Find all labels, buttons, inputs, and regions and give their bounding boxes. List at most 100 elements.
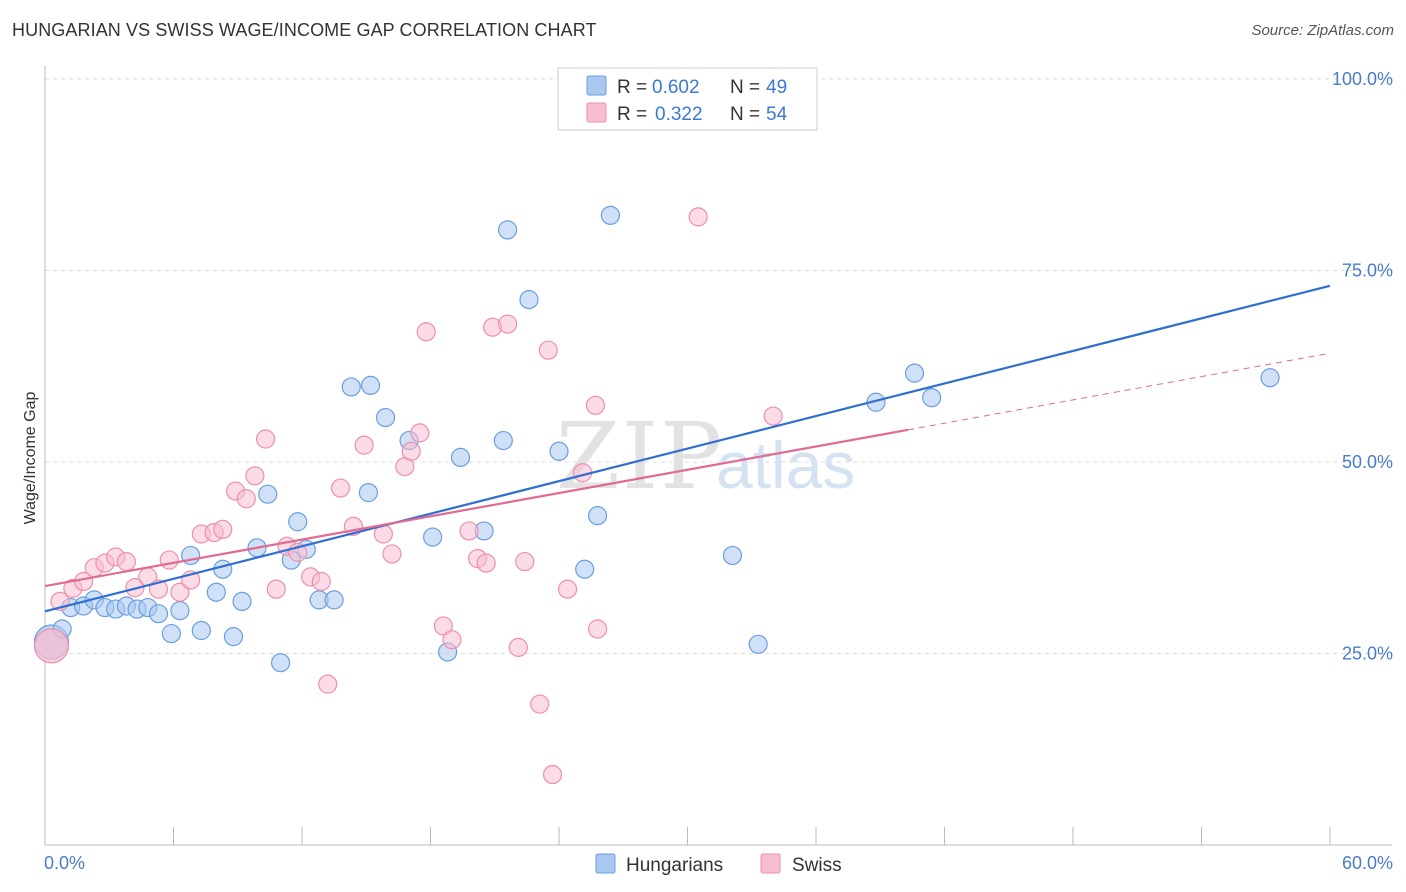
hungarians-point [722,545,743,566]
hungarians-point [904,363,925,383]
legend-n-label-pink: N = [730,104,760,125]
legend-r-label-blue: R = [617,77,647,98]
hungarians-point [324,590,344,610]
watermark: ZIP atlas [556,403,855,510]
hungarians-point [148,604,169,624]
y-tick-label: 50.0% [1342,452,1393,472]
swiss-point [170,582,190,602]
tick-labels: 25.0% 50.0% 75.0% 100.0% 0.0% 60.0% [44,69,1393,873]
hungarians-point [206,582,226,602]
hungarians-point [358,483,378,503]
hungarians-points [33,205,1280,673]
hungarians-point [170,601,190,621]
swiss-point [557,579,578,599]
hungarians-point [1260,368,1280,388]
hungarians-point [258,484,278,504]
swiss-point [688,207,708,227]
swiss-point [116,551,136,572]
swiss-point [515,551,535,572]
hungarians-point [519,290,539,310]
bottom-legend: Hungarians Swiss [595,853,842,876]
swiss-point [442,630,462,650]
swiss-points [33,207,783,785]
hungarians-point [498,220,518,240]
legend-n-label-blue: N = [730,77,760,98]
swiss-point [330,478,351,498]
hungarians-point [223,627,244,647]
legend-swatch-pink [586,102,607,123]
hungarians-point [375,407,396,428]
bottom-legend-label-swiss: Swiss [792,855,842,876]
hungarians-point [191,620,211,641]
trend-lines [44,284,1331,613]
swiss-point [401,441,421,461]
swiss-point [498,314,518,334]
hungarians-point [341,377,361,397]
watermark-zip: ZIP [556,403,724,510]
legend: R = 0.602 N = 49 R = 0.322 N = 54 [557,67,818,131]
legend-n-value-pink: 54 [766,104,788,125]
y-tick-label: 25.0% [1342,644,1393,664]
y-tick-label: 75.0% [1342,261,1393,281]
legend-n-value-blue: 49 [766,77,787,98]
swiss-point [538,340,558,360]
swiss-point [476,553,496,573]
swiss-point [587,619,608,639]
hungarians-point [423,527,443,547]
swiss-point [236,489,256,509]
x-tick-label: 60.0% [1342,853,1393,873]
grid-lines [45,78,1392,654]
hungarians-point [922,388,942,408]
swiss-point [410,423,430,443]
source-credit: Source: ZipAtlas.com [1251,22,1394,39]
hungarians-point [600,205,621,225]
legend-r-label-pink: R = [617,104,647,125]
hungarians-point [748,634,768,654]
swiss-point [530,694,550,714]
hungarians-point [450,447,471,468]
swiss-point [255,429,276,449]
chart-title: HUNGARIAN VS SWISS WAGE/INCOME GAP CORRE… [12,20,597,40]
swiss-point [542,764,563,785]
hungarians-point [232,591,252,612]
swiss-point [585,395,606,415]
swiss-point [33,628,70,664]
swiss-point [459,521,479,541]
swiss-point [354,435,374,455]
swiss-point [382,544,402,564]
hungarians-point [288,512,308,532]
hungarians-point [213,559,233,579]
y-axis-title: Wage/Income Gap [22,392,39,525]
swiss-trend-extension [908,352,1331,431]
bottom-legend-label-hungarians: Hungarians [626,855,723,876]
axes [44,66,1392,846]
hungarians-point [270,653,291,673]
hungarians-trend-line [44,284,1331,613]
swiss-point [318,674,338,694]
hungarians-point [587,506,608,526]
swiss-trend-line [44,428,909,588]
hungarians-point [360,375,381,395]
x-tick-label: 0.0% [44,853,85,873]
legend-r-value-pink: 0.322 [655,104,703,125]
swiss-point [763,406,783,426]
swiss-point [311,571,331,592]
bottom-legend-swatch-hungarians [595,853,616,874]
swiss-point [245,466,265,486]
swiss-point [416,322,436,342]
bottom-legend-swatch-swiss [760,853,781,874]
hungarians-point [493,430,513,451]
hungarians-point [161,623,181,644]
watermark-atlas: atlas [716,428,855,502]
hungarians-point [549,441,569,461]
hungarians-point [575,559,595,579]
swiss-point [213,519,233,540]
legend-swatch-blue [586,75,607,96]
swiss-point [508,637,528,657]
y-tick-label: 100.0% [1332,69,1393,89]
swiss-point [159,550,179,570]
swiss-point [433,616,453,636]
legend-r-value-blue: 0.602 [652,77,700,98]
swiss-point [266,579,286,599]
